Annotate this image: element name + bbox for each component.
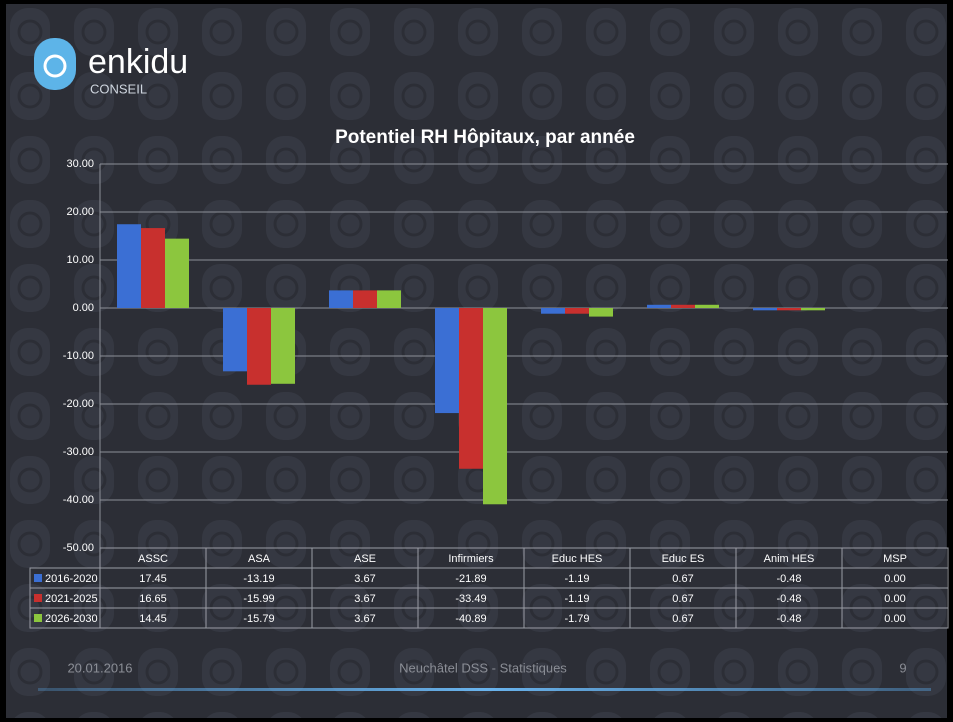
y-tick-label: 10.00 xyxy=(66,254,94,266)
bar xyxy=(329,290,353,308)
y-tick-label: -30.00 xyxy=(63,446,94,458)
footer-center: Neuchâtel DSS - Statistiques xyxy=(399,660,567,675)
table-value: -1.19 xyxy=(564,593,589,605)
bar xyxy=(777,308,801,311)
bar xyxy=(753,308,777,311)
bar xyxy=(377,290,401,308)
table-header: ASA xyxy=(248,553,271,565)
bar xyxy=(435,308,459,414)
bar xyxy=(541,308,565,314)
chart-title: Potentiel RH Hôpitaux, par année xyxy=(335,127,635,148)
table-value: 0.00 xyxy=(884,613,905,625)
bar xyxy=(165,238,189,308)
y-tick-label: 20.00 xyxy=(66,206,94,218)
legend-label: 2026-2030 xyxy=(45,613,98,625)
table-value: -1.79 xyxy=(564,613,589,625)
logo-name: enkidu xyxy=(88,43,188,81)
logo-tagline: CONSEIL xyxy=(90,81,147,96)
y-tick-label: -10.00 xyxy=(63,350,94,362)
table-value: -40.89 xyxy=(455,613,486,625)
table-value: -0.48 xyxy=(776,573,801,585)
table-header: Educ HES xyxy=(552,553,603,565)
bar xyxy=(565,308,589,314)
bar xyxy=(271,308,295,384)
bar xyxy=(671,304,695,308)
table-header: MSP xyxy=(883,553,907,565)
table-value: 0.00 xyxy=(884,593,905,605)
table-header: ASE xyxy=(354,553,376,565)
footer-line xyxy=(38,688,931,691)
y-tick-label: -40.00 xyxy=(63,494,94,506)
table-value: -33.49 xyxy=(455,593,486,605)
legend-swatch xyxy=(34,594,42,602)
bar xyxy=(247,308,271,385)
table-value: 3.67 xyxy=(354,613,375,625)
table-value: 17.45 xyxy=(139,573,167,585)
legend-swatch xyxy=(34,614,42,622)
bar xyxy=(647,304,671,308)
logo-icon-e xyxy=(43,54,67,78)
legend-swatch xyxy=(34,574,42,582)
table-value: 0.00 xyxy=(884,573,905,585)
footer-date: 20.01.2016 xyxy=(67,660,132,675)
bar xyxy=(223,308,247,372)
table-header: Infirmiers xyxy=(448,553,494,565)
y-tick-label: -50.00 xyxy=(63,542,94,554)
legend-label: 2021-2025 xyxy=(45,593,98,605)
table-value: 0.67 xyxy=(672,593,693,605)
y-tick-label: -20.00 xyxy=(63,398,94,410)
table-header: Anim HES xyxy=(764,553,815,565)
table-value: -0.48 xyxy=(776,593,801,605)
table-value: -13.19 xyxy=(243,573,274,585)
table-value: -0.48 xyxy=(776,613,801,625)
bar xyxy=(695,304,719,308)
table-value: 3.67 xyxy=(354,573,375,585)
bar xyxy=(141,228,165,308)
table-value: -21.89 xyxy=(455,573,486,585)
bar xyxy=(353,290,377,308)
legend-label: 2016-2020 xyxy=(45,573,98,585)
bar xyxy=(589,308,613,317)
table-value: 14.45 xyxy=(139,613,167,625)
table-header: Educ ES xyxy=(662,553,705,565)
table-value: -1.19 xyxy=(564,573,589,585)
table-value: 3.67 xyxy=(354,593,375,605)
table-value: 16.65 xyxy=(139,593,167,605)
logo-icon xyxy=(34,38,76,90)
footer-page: 9 xyxy=(899,660,906,675)
table-header: ASSC xyxy=(138,553,168,565)
y-tick-label: 30.00 xyxy=(66,158,94,170)
bar xyxy=(459,308,483,469)
table-value: -15.99 xyxy=(243,593,274,605)
table-value: -15.79 xyxy=(243,613,274,625)
y-tick-label: 0.00 xyxy=(73,302,94,314)
bar xyxy=(483,308,507,505)
table-value: 0.67 xyxy=(672,573,693,585)
bar xyxy=(117,224,141,308)
bar xyxy=(801,308,825,311)
table-value: 0.67 xyxy=(672,613,693,625)
table-cell xyxy=(841,607,949,629)
